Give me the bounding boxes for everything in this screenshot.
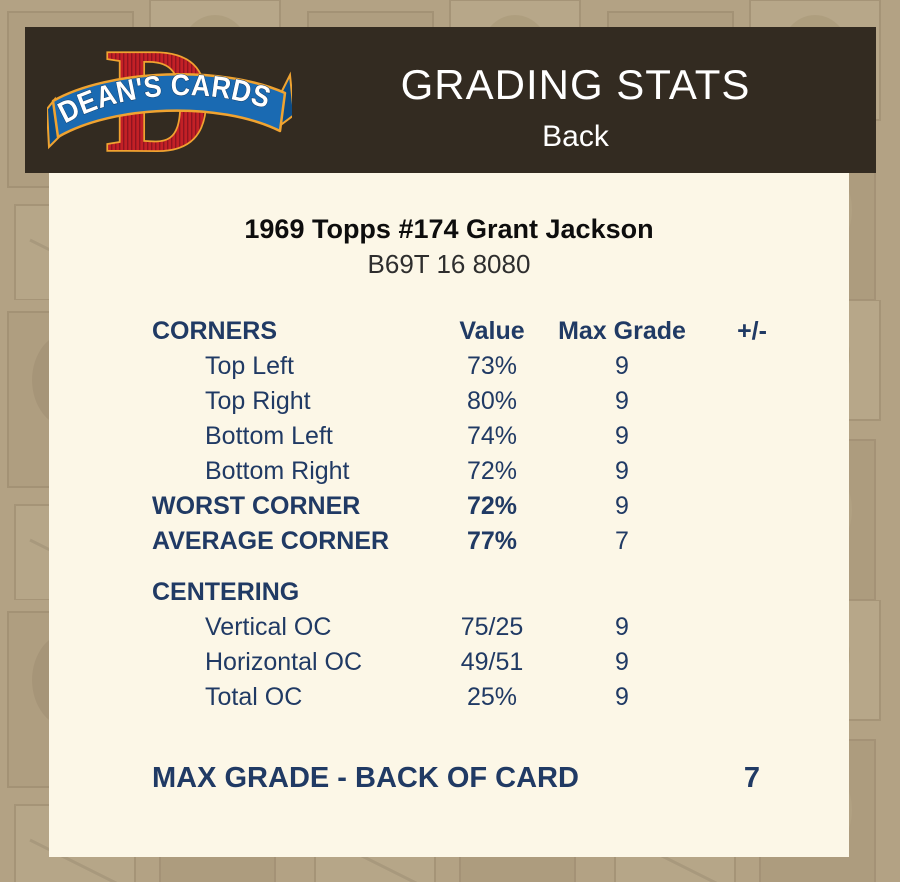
header-titles: GRADING STATS Back: [287, 27, 864, 173]
row-value: 72%: [466, 492, 518, 520]
row-label: WORST CORNER: [152, 492, 361, 520]
row-label: Vertical OC: [205, 613, 332, 641]
table-row: Horizontal OC 49/51 9: [152, 645, 812, 680]
row-max-grade: 9: [615, 457, 629, 485]
row-label: AVERAGE CORNER: [152, 527, 390, 555]
row-max-grade: 9: [615, 613, 629, 641]
max-grade-row: MAX GRADE - BACK OF CARD 7: [152, 758, 812, 798]
row-max-grade: 9: [615, 422, 629, 450]
table-row-average-corner: AVERAGE CORNER 77% 7: [152, 524, 812, 559]
row-label: Horizontal OC: [205, 648, 362, 676]
centering-section-header: CENTERING: [152, 575, 812, 610]
table-row: Top Right 80% 9: [152, 384, 812, 419]
row-max-grade: 7: [615, 527, 629, 555]
row-value: 72%: [466, 457, 518, 485]
column-header-max-grade: Max Grade: [558, 317, 686, 345]
row-value: 75/25: [460, 613, 524, 641]
banner-ribbon: [51, 73, 287, 139]
row-value: 25%: [466, 683, 518, 711]
row-value: 73%: [466, 352, 518, 380]
card-code: B69T 16 8080: [367, 249, 531, 279]
row-value: 77%: [466, 527, 518, 555]
row-max-grade: 9: [615, 387, 629, 415]
row-value: 80%: [466, 387, 518, 415]
table-row: Vertical OC 75/25 9: [152, 610, 812, 645]
row-max-grade: 9: [615, 648, 629, 676]
section-header-centering: CENTERING: [152, 578, 300, 606]
page-subtitle: Back: [542, 120, 609, 153]
row-value: 74%: [466, 422, 518, 450]
column-header-corners: CORNERS: [152, 317, 278, 345]
row-max-grade: 9: [615, 492, 629, 520]
table-row: Bottom Right 72% 9: [152, 454, 812, 489]
table-row: Total OC 25% 9: [152, 680, 812, 715]
stats-panel: 1969 Topps #174 Grant Jackson B69T 16 80…: [49, 173, 849, 857]
row-label: Top Right: [205, 387, 311, 415]
table-row-worst-corner: WORST CORNER 72% 9: [152, 489, 812, 524]
column-header-plus-minus: +/-: [737, 317, 767, 345]
table-row: Top Left 73% 9: [152, 349, 812, 384]
header-bar: D DEAN'S CARDS GRADING STATS Back: [25, 17, 876, 185]
table-row: Bottom Left 74% 9: [152, 419, 812, 454]
table-header-row: CORNERS Value Max Grade +/-: [152, 314, 812, 349]
row-max-grade: 9: [615, 352, 629, 380]
page-title: GRADING STATS: [400, 61, 751, 108]
column-header-value: Value: [459, 317, 525, 345]
row-label: Bottom Right: [205, 457, 350, 485]
row-label: Total OC: [205, 683, 303, 711]
deans-cards-logo[interactable]: D DEAN'S CARDS: [45, 17, 296, 185]
grading-table: CORNERS Value Max Grade +/- Top Left 73%…: [152, 314, 812, 715]
card-title: 1969 Topps #174 Grant Jackson: [244, 214, 654, 244]
row-max-grade: 9: [615, 683, 629, 711]
row-label: Top Left: [205, 352, 294, 380]
max-grade-value: 7: [743, 762, 761, 794]
row-label: Bottom Left: [205, 422, 333, 450]
row-value: 49/51: [460, 648, 524, 676]
max-grade-label: MAX GRADE - BACK OF CARD: [152, 762, 579, 794]
